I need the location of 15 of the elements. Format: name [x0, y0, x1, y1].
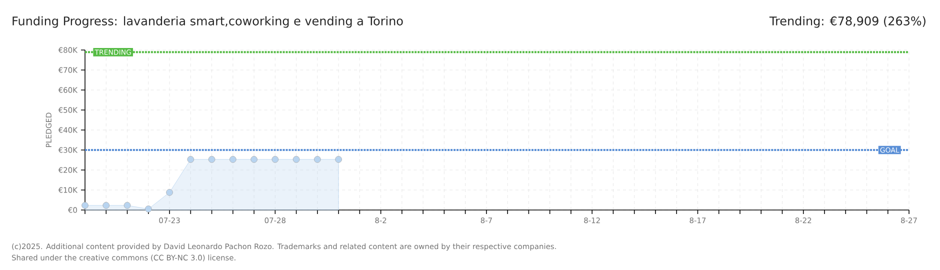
point [272, 156, 279, 163]
chart-title: Funding Progress: lavanderia smart,coworking e vending a Torino [12, 16, 403, 28]
point [208, 156, 216, 163]
point [102, 202, 110, 209]
point [82, 202, 88, 209]
point [166, 189, 173, 196]
point [250, 156, 258, 163]
point [187, 156, 194, 163]
text: Trending: €78,909 (263%) [769, 16, 926, 28]
point [144, 206, 152, 212]
point [335, 156, 342, 163]
point [230, 156, 236, 163]
point [124, 202, 131, 209]
point [314, 156, 321, 163]
point [292, 156, 300, 163]
